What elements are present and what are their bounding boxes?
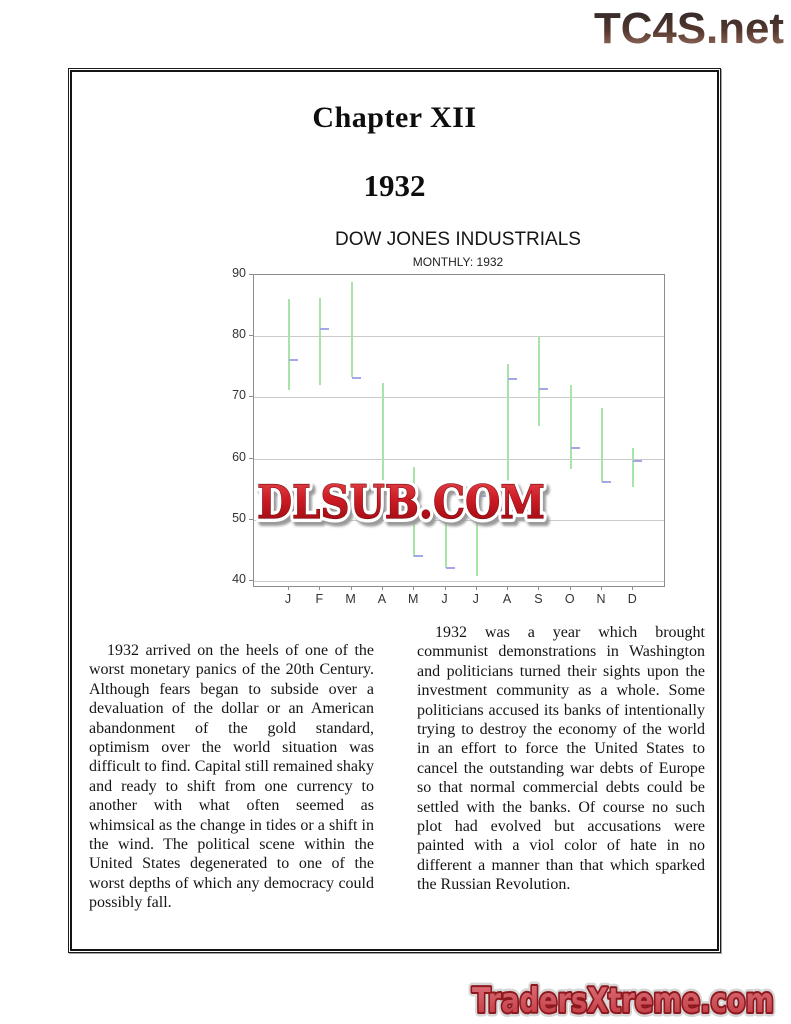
price-range-bar — [475, 495, 478, 576]
gridline — [254, 397, 664, 399]
y-axis-tick — [249, 457, 253, 459]
close-tick — [445, 567, 455, 570]
close-tick — [382, 483, 392, 486]
close-tick — [476, 495, 486, 498]
y-axis-label: 50 — [232, 510, 246, 525]
page-border: Chapter XII 1932 DOW JONES INDUSTRIALS M… — [68, 68, 721, 953]
year-heading: 1932 — [363, 168, 426, 203]
y-axis-tick — [249, 518, 253, 520]
x-axis-label: M — [407, 592, 419, 606]
chart-title: DOW JONES INDUSTRIALS — [335, 229, 581, 250]
y-axis-tick — [249, 580, 253, 582]
y-axis-tick — [249, 396, 253, 398]
left-paragraph: 1932 arrived on the heels of one of the … — [89, 642, 374, 912]
x-axis-label: D — [627, 592, 637, 606]
x-axis-tick — [444, 586, 446, 590]
price-range-bar — [413, 467, 416, 557]
y-axis-label: 90 — [232, 266, 246, 280]
y-axis-label: 80 — [232, 327, 246, 342]
y-axis-tick — [249, 274, 253, 275]
price-range-bar — [350, 282, 353, 378]
top-watermark-text: TC4S.net — [594, 4, 784, 53]
x-axis-label: M — [345, 592, 356, 606]
gridline — [254, 519, 664, 521]
x-axis-label: S — [534, 592, 543, 606]
y-axis-tick — [249, 335, 253, 337]
right-text-column: 1932 was a year which brought communist … — [417, 623, 705, 895]
x-axis-label: O — [564, 592, 575, 606]
close-tick — [602, 481, 611, 484]
close-tick — [414, 555, 424, 558]
x-axis-tick — [632, 586, 634, 590]
y-axis-label: 70 — [232, 388, 246, 403]
price-range-bar — [319, 298, 322, 386]
gridline — [254, 581, 664, 583]
chapter-heading: Chapter XII — [312, 101, 477, 134]
close-tick — [508, 377, 518, 380]
price-range-bar — [538, 336, 541, 427]
top-site-watermark: TC4S.net — [594, 4, 784, 53]
close-tick — [320, 328, 330, 331]
x-axis-label: F — [315, 592, 324, 606]
price-range-bar — [288, 299, 290, 391]
dow-jones-chart: DOW JONES INDUSTRIALS MONTHLY: 1932 DLSU… — [209, 229, 699, 634]
chart-overlay-watermark: DLSUB.COM DLSUB.COM — [253, 471, 549, 533]
x-axis-tick — [475, 586, 477, 590]
overlay-watermark-text: DLSUB.COM — [257, 475, 545, 529]
close-tick — [289, 359, 298, 362]
x-axis-label: J — [472, 592, 479, 606]
price-range-bar — [507, 364, 510, 493]
page-inner-border — [70, 70, 719, 951]
x-axis-label: N — [596, 592, 606, 606]
close-tick — [633, 459, 643, 462]
x-axis-tick — [381, 586, 383, 590]
plot-area — [253, 274, 665, 587]
price-range-bar — [444, 516, 447, 568]
price-range-bar — [601, 407, 603, 482]
bottom-watermark-glow: TradersXtreme.com — [472, 981, 774, 1021]
x-axis-tick — [413, 586, 415, 590]
x-axis-tick — [538, 586, 540, 590]
right-paragraph: 1932 was a year which brought communist … — [417, 624, 705, 894]
price-range-bar — [381, 382, 384, 488]
close-tick — [351, 377, 361, 380]
x-axis-label: J — [441, 592, 448, 606]
price-range-bar — [569, 385, 572, 470]
chart-subtitle: MONTHLY: 1932 — [412, 255, 504, 269]
x-axis-tick — [569, 586, 571, 590]
close-tick — [570, 447, 580, 450]
x-axis-label: A — [502, 592, 512, 606]
x-axis-tick — [350, 586, 352, 590]
bottom-watermark-text: TradersXtreme.com — [472, 981, 774, 1021]
overlay-watermark-outline: DLSUB.COM — [257, 475, 545, 529]
x-axis-tick — [507, 586, 509, 590]
gridline — [254, 458, 664, 460]
x-axis-label: A — [377, 592, 387, 606]
gridline — [254, 336, 664, 338]
x-axis-tick — [601, 586, 602, 590]
x-axis-tick — [319, 586, 321, 590]
bottom-site-watermark: TradersXtreme.com TradersXtreme.com — [468, 977, 779, 1024]
close-tick — [539, 388, 549, 391]
price-range-bar — [632, 447, 635, 488]
x-axis-tick — [288, 586, 289, 590]
y-axis-label: 60 — [232, 449, 246, 464]
y-axis-label: 40 — [232, 572, 246, 587]
x-axis-label: J — [284, 592, 292, 606]
left-text-column: 1932 arrived on the heels of one of the … — [89, 641, 374, 913]
